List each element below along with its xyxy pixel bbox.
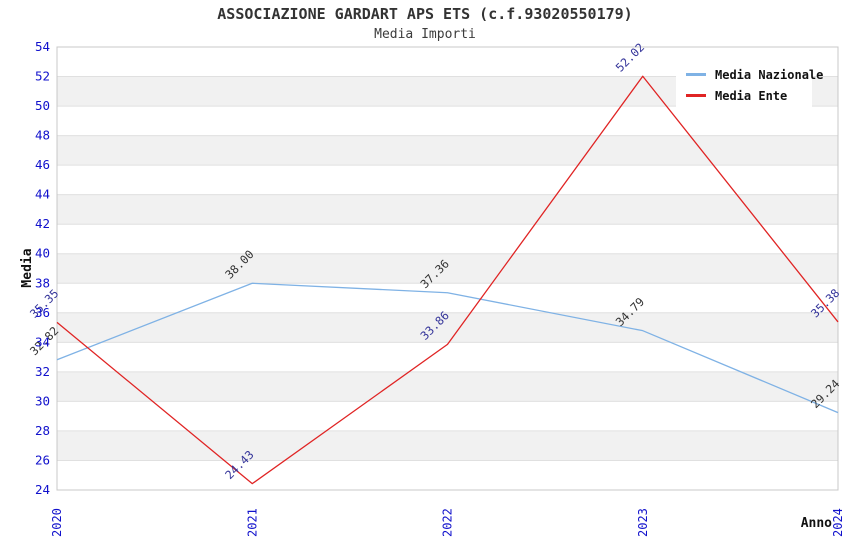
y-axis-title: Media: [20, 248, 35, 287]
plot-band: [57, 194, 838, 225]
plot-band: [57, 253, 838, 284]
y-tick-label: 34: [35, 334, 50, 349]
x-tick-label: 2024: [831, 508, 845, 537]
plot-border: [56, 46, 839, 491]
legend-item-media-nazionale: Media Nazionale: [686, 64, 823, 85]
y-tick-label: 44: [35, 187, 50, 202]
plot-band: [57, 135, 838, 166]
plot-band: [57, 430, 838, 461]
data-label: 52.02: [613, 40, 647, 74]
y-tick-label: 46: [35, 157, 50, 172]
y-tick-label: 52: [35, 69, 50, 84]
x-tick-label: 2022: [441, 508, 455, 537]
chart-subtitle: Media Importi: [374, 27, 476, 42]
x-tick-label: 2023: [636, 508, 650, 537]
y-tick-label: 30: [35, 393, 50, 408]
y-tick-label: 48: [35, 128, 50, 143]
legend-line-swatch-nazionale: [686, 73, 706, 76]
y-tick-label: 40: [35, 246, 50, 261]
x-tick-label: 2021: [245, 508, 259, 537]
legend-label-ente: Media Ente: [715, 88, 788, 103]
y-tick-label: 36: [35, 305, 50, 320]
y-tick-label: 42: [35, 216, 50, 231]
y-tick-label: 32: [35, 364, 50, 379]
y-tick-label: 24: [35, 482, 50, 497]
series-line-media-nazionale: [56, 282, 839, 414]
plot-band: [57, 312, 838, 343]
y-tick-label: 50: [35, 98, 50, 113]
y-tick-label: 54: [35, 39, 50, 54]
plot-band: [57, 371, 838, 402]
y-tick-label: 38: [35, 275, 50, 290]
x-axis-title: Anno: [801, 516, 832, 531]
x-tick-label: 2020: [50, 508, 64, 537]
y-tick-label: 28: [35, 423, 50, 438]
legend-item-media-ente: Media Ente: [686, 85, 804, 106]
chart-title: ASSOCIAZIONE GARDART APS ETS (c.f.930205…: [217, 5, 633, 23]
legend-line-swatch-ente: [686, 94, 706, 97]
legend-label-nazionale: Media Nazionale: [715, 67, 824, 82]
legend: Media Nazionale Media Ente: [676, 57, 823, 113]
series-line-media-ente: [56, 75, 839, 485]
y-tick-label: 26: [35, 452, 50, 467]
